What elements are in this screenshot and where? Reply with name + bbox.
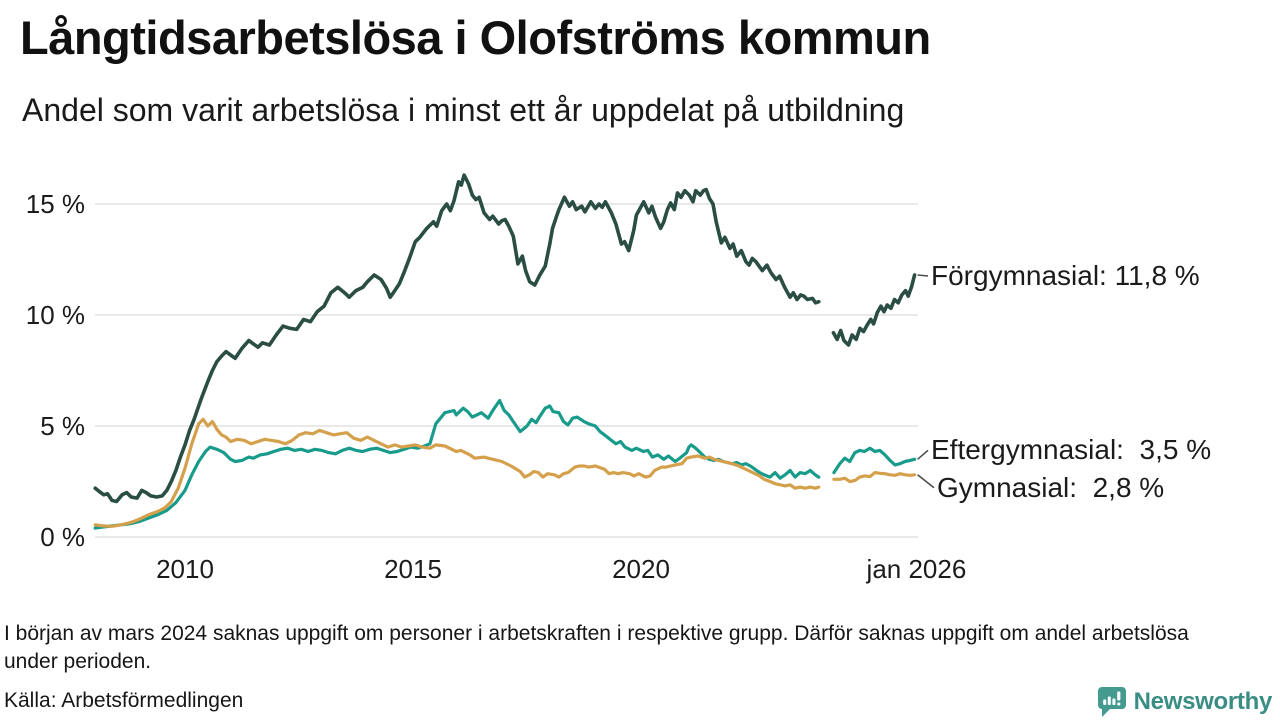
chart-footnote: I början av mars 2024 saknas uppgift om … <box>4 622 1189 673</box>
y-axis-tick-label: 10 % <box>25 300 85 330</box>
source-note: Källa: Arbetsförmedlingen <box>4 689 244 712</box>
x-axis-tick-label: 2010 <box>156 554 214 584</box>
x-axis-tick-label: 2015 <box>384 554 442 584</box>
page-title: Långtidsarbetslösa i Olofströms kommun <box>20 11 931 64</box>
x-axis-tick-label: jan 2026 <box>866 554 967 584</box>
y-axis-tick-label: 0 % <box>40 522 85 552</box>
y-axis-tick-label: 15 % <box>25 189 85 219</box>
newsworthy-logo: Newsworthy <box>1097 686 1272 718</box>
series-end-label-frgymnasial: Förgymnasial: 11,8 % <box>931 260 1200 292</box>
newsworthy-wordmark: Newsworthy <box>1133 688 1273 715</box>
x-axis-tick-label: 2020 <box>612 554 670 584</box>
page-subtitle: Andel som varit arbetslösa i minst ett å… <box>22 92 905 128</box>
newsworthy-chart-bubble-icon <box>1097 687 1126 717</box>
series-end-label-gymnasial: Gymnasial: 2,8 % <box>937 471 1165 503</box>
series-end-label-eftergymnasial: Eftergymnasial: 3,5 % <box>931 434 1212 466</box>
y-axis-tick-label: 5 % <box>40 411 85 441</box>
